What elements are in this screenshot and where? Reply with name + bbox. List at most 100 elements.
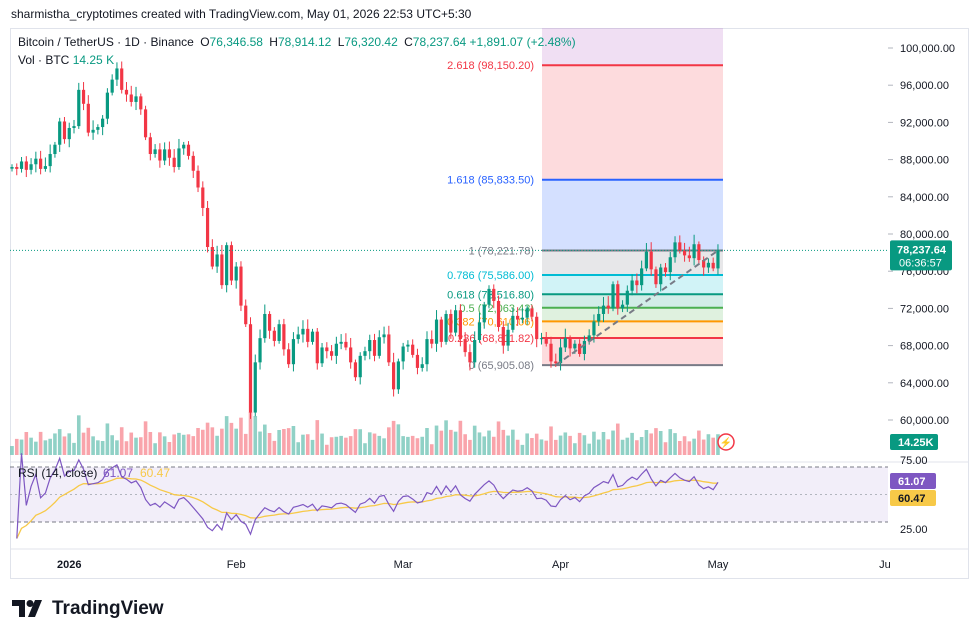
candle-body [630,280,634,291]
volume-bar [153,443,157,455]
volume-bar [19,439,24,455]
candle-body [301,328,305,335]
candle-body [468,352,472,363]
price-tick-label: 68,000.00 [900,341,949,353]
candle-body [210,247,214,267]
candle-body [272,330,276,341]
open-value: 76,346.58 [209,35,263,49]
candle-body [482,304,486,323]
candle-body [535,316,539,340]
candle-body [382,334,386,338]
candle-body [711,262,715,269]
time-tick-label: Feb [227,559,246,571]
volume-badge [890,434,938,450]
volume-bar [582,435,587,455]
candle-body [501,327,505,346]
alert-icon[interactable] [717,433,735,451]
fib-trend-line [555,249,719,366]
close-label: C [404,35,413,49]
volume-bar [325,444,329,455]
volume-bar [515,439,520,455]
price-chart[interactable]: 100,000.00 96,000.00 92,000.00 88,000.00 84,… [0,0,980,590]
volume-bar [563,432,568,455]
candle-body [77,89,81,127]
fib-level-label: 2.618 (98,150.20) [447,60,534,72]
candle-body [706,262,711,268]
volume-bar [592,431,596,455]
candle-body [129,94,133,102]
candle-body [81,89,86,104]
tradingview-logo[interactable]: TradingView [12,598,164,620]
fib-zone [542,338,723,366]
volume-bar [525,433,529,455]
candle-body [673,242,677,258]
volume-bar [267,433,272,455]
price-tick-label: 92,000.00 [900,117,949,129]
high-label: H [269,35,278,49]
volume-bar [329,437,334,455]
volume-label[interactable]: Vol · BTC [18,53,70,67]
candle-body [296,334,300,340]
candle-body [473,340,477,363]
volume-bar [487,430,491,455]
candle-body [158,149,162,161]
symbol-name[interactable]: Bitcoin / TetherUS · 1D · Binance [18,35,194,49]
volume-bar [615,423,620,455]
volume-bar [496,421,501,455]
candle-body [597,313,601,322]
volume-bar [434,425,439,455]
volume-bar [477,432,482,455]
candle-body [644,251,649,269]
volume-bar [639,437,644,455]
volume-bar [534,433,539,455]
candle-body [201,187,205,208]
candle-body [387,334,391,363]
last-price-badge [890,240,952,271]
candle-body [568,338,572,349]
candle-body [601,305,606,314]
candle-body [315,331,319,364]
volume-bar [506,435,510,455]
candle-body [716,250,720,269]
volume-bar [10,446,14,455]
volume-bar [148,432,153,455]
volume-bar [91,436,95,455]
candle-body [115,68,119,80]
candle-body [539,338,544,340]
candle-body [134,96,138,102]
candle-body [306,328,310,342]
candle-body [487,288,491,305]
candle-body [172,157,176,168]
time-tick-label: Mar [394,559,413,571]
candle-body [649,251,653,270]
volume-bar [377,435,382,455]
rsi-ma-badge [890,490,936,506]
candle-body [678,242,682,251]
candle-body [411,344,415,355]
rsi-ma-label: 60.47 [898,493,926,505]
candle-body [258,338,262,363]
candle-body [368,340,372,352]
last-price-label: 78,237.64 [897,244,947,256]
volume-bar [100,441,105,455]
volume-bar [673,433,677,455]
volume-bar [115,440,119,455]
volume-bar [243,433,248,455]
candle-body [592,321,596,336]
candle-body [616,284,620,309]
volume-bar [711,437,715,455]
candle-body [663,267,668,273]
candle-body [563,338,567,348]
candle-body [139,96,143,110]
candle-body [430,339,434,344]
candle-body [496,300,501,327]
candle-body [702,260,706,268]
volume-bar [263,424,267,455]
candle-body [449,313,453,333]
candle-body [587,335,591,341]
candle-body [635,280,639,286]
candle-body [287,349,291,365]
candle-body [339,341,343,344]
volume-bar [215,435,219,455]
candle-body [463,339,467,353]
